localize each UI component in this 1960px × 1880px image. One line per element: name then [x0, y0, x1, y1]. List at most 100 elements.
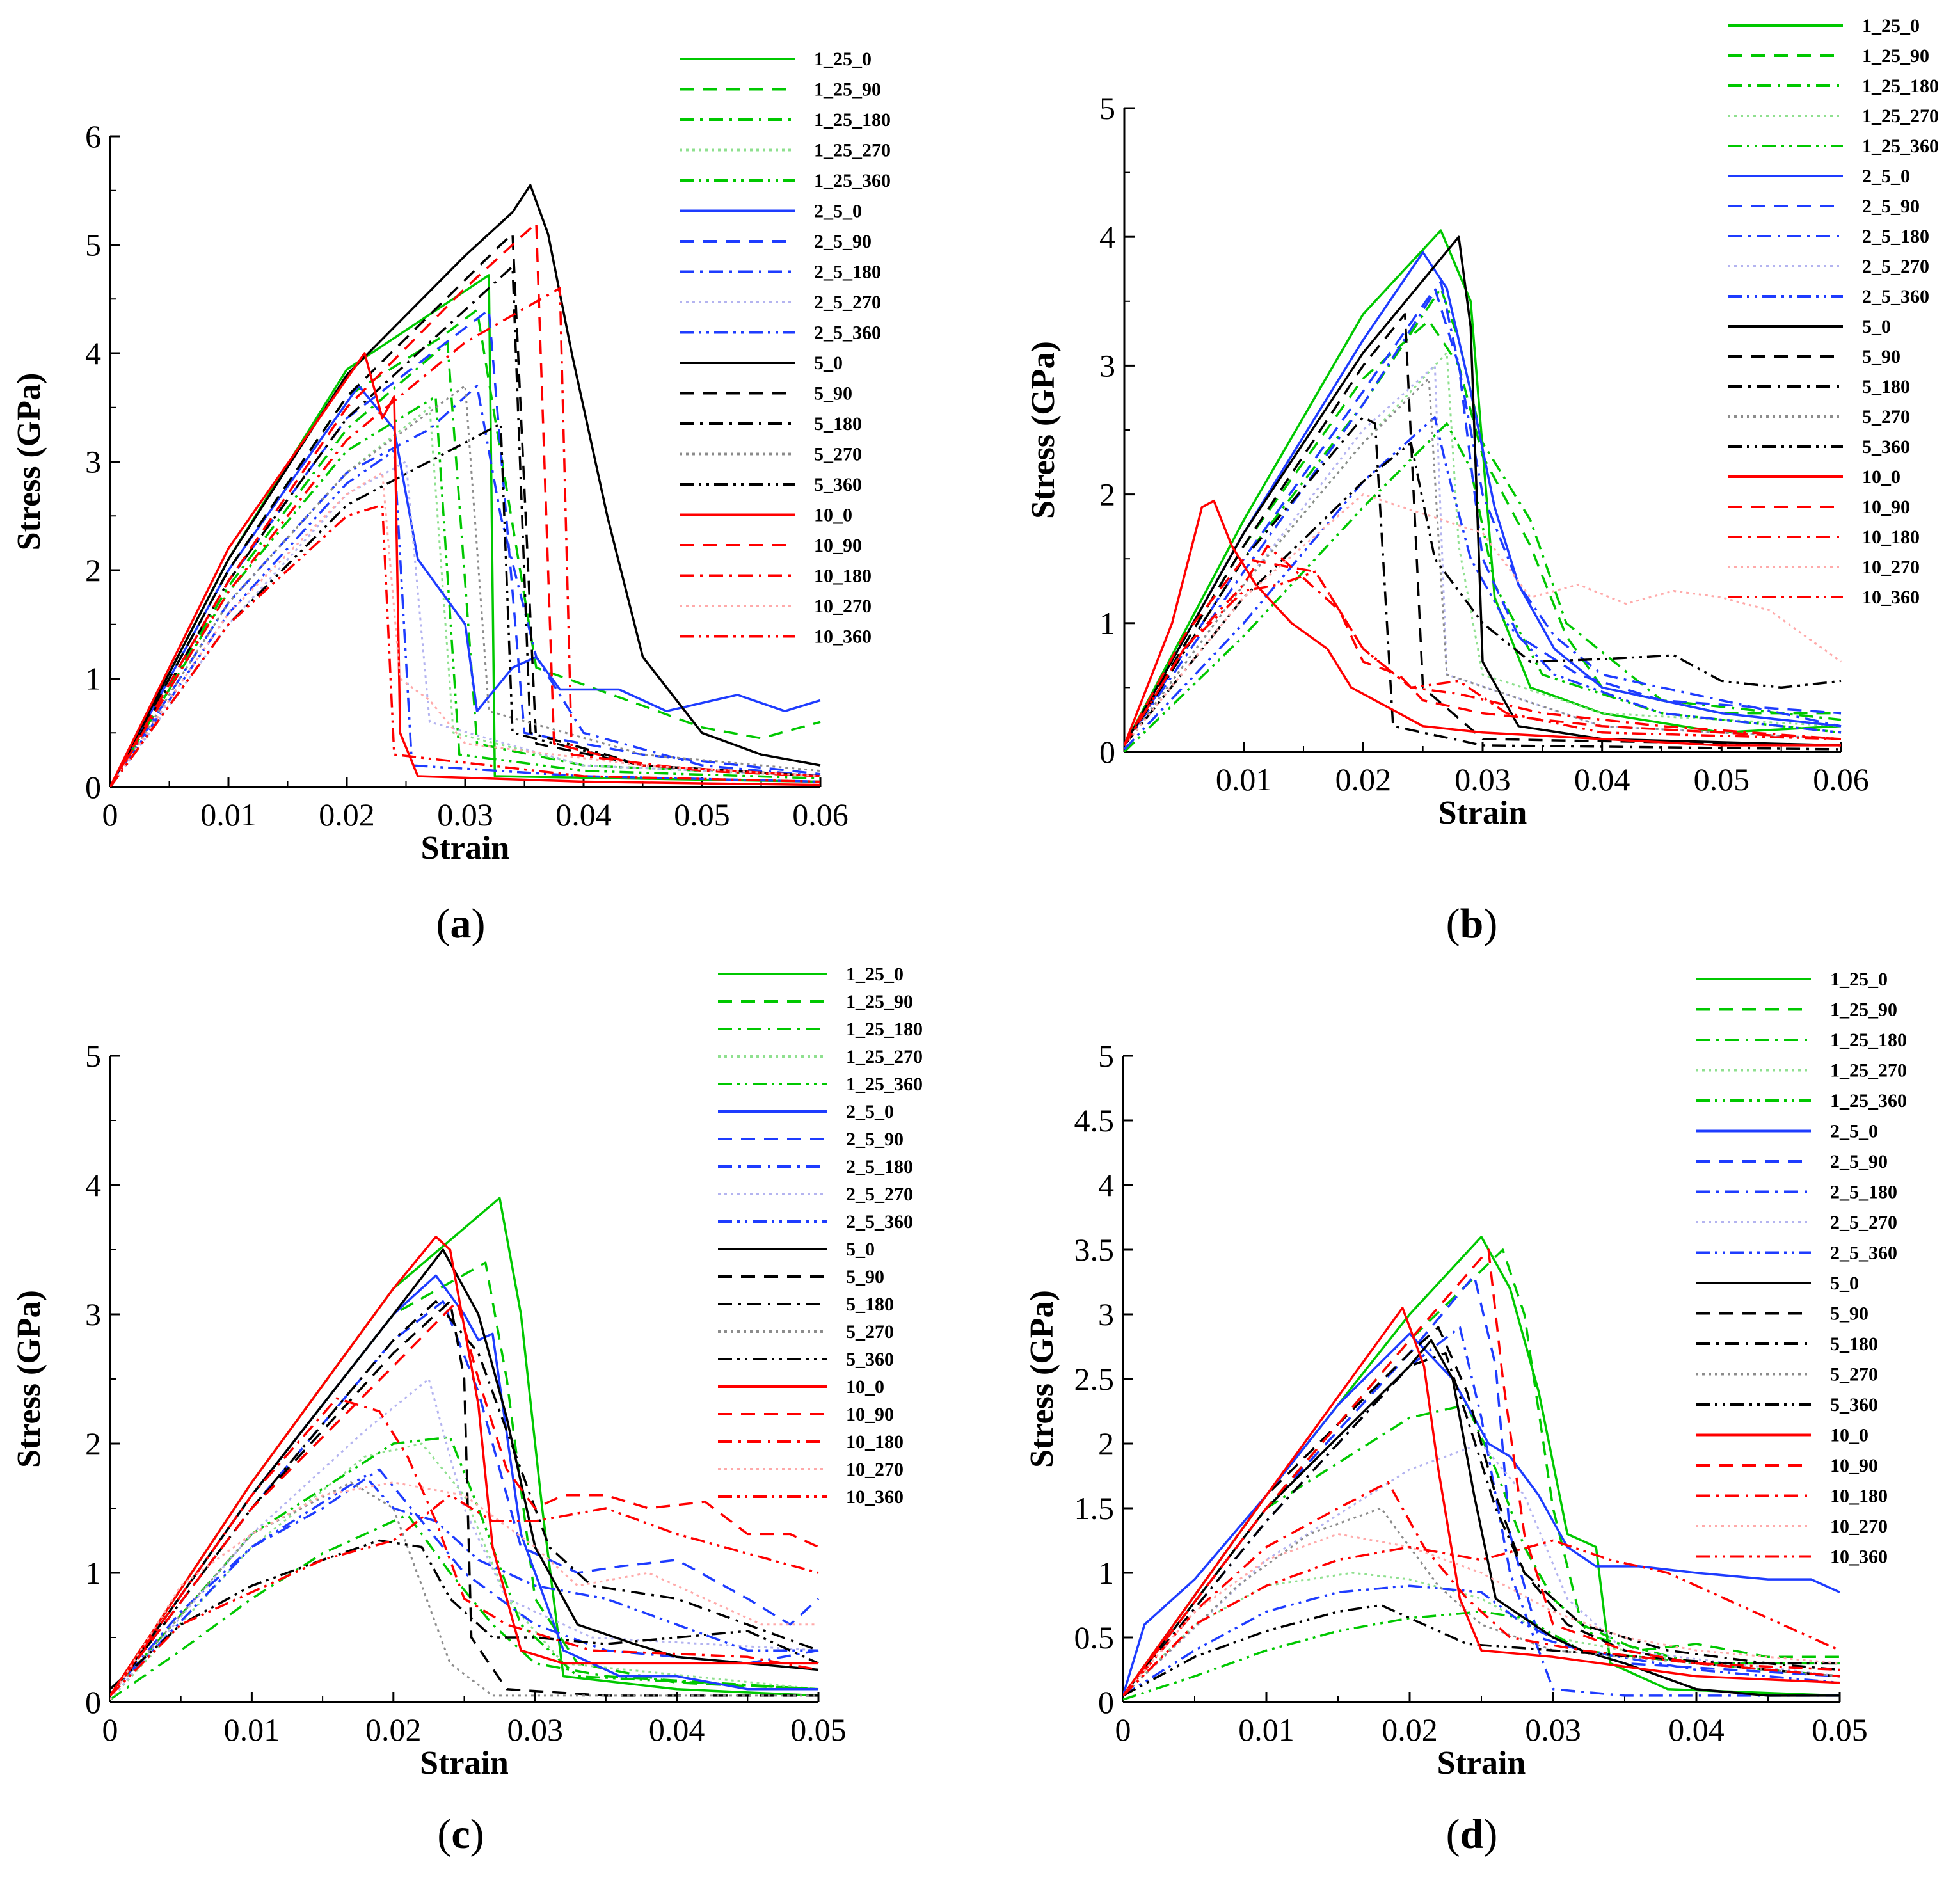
legend: 1_25_0 1_25_90 1_25_180 1_25_270 1_25_360 2_5… [1728, 15, 1939, 608]
y-tick-label: 0 [85, 769, 101, 805]
y-tick-label: 3 [1098, 1296, 1114, 1332]
legend-label: 10_360 [846, 1486, 904, 1508]
legend-label: 2_5_180 [846, 1156, 913, 1177]
y-tick-label: 1 [1099, 605, 1115, 641]
legend-label: 1_25_360 [846, 1074, 923, 1095]
legend-label: 2_5_180 [1862, 226, 1929, 247]
legend-label: 2_5_0 [814, 201, 862, 222]
legend-label: 1_25_270 [1862, 106, 1939, 127]
legend-label: 2_5_270 [1830, 1212, 1897, 1233]
panel-caption-letter: c [451, 1811, 470, 1858]
x-tick-label: 0.01 [1216, 761, 1272, 797]
legend-label: 2_5_0 [1862, 166, 1910, 187]
x-tick-label: 0.01 [200, 797, 257, 832]
panel-c: 0 1 2 3 4 5 0 0.01 0.02 0.03 0.04 0.05 Strain Stress … [11, 964, 923, 1858]
legend-label: 10_180 [1830, 1486, 1888, 1507]
legend-label: 5_0 [846, 1239, 875, 1260]
x-tick-label: 0 [102, 797, 118, 832]
legend-label: 2_5_270 [814, 292, 881, 313]
x-tick-label: 0.06 [792, 797, 849, 832]
y-tick-label: 2 [85, 552, 101, 588]
legend: 1_25_0 1_25_90 1_25_180 1_25_270 1_25_360 2_5… [718, 964, 923, 1508]
series-line-10_180 [110, 1397, 819, 1696]
x-axis-title: Strain [420, 1745, 509, 1781]
x-tick-label: 0.03 [507, 1712, 563, 1748]
y-tick-label: 3 [85, 444, 101, 480]
panel-b: 0 1 2 3 4 5 0.01 0.02 0.03 0.04 0.05 0.06 Strain Stre… [1025, 15, 1939, 947]
x-tick-label: 0.01 [1238, 1712, 1295, 1748]
legend-label: 5_90 [814, 383, 852, 404]
legend-label: 2_5_360 [1830, 1243, 1897, 1264]
legend-label: 1_25_90 [1830, 1000, 1897, 1021]
legend-label: 2_5_360 [846, 1211, 913, 1232]
series-line-5_0 [1124, 235, 1842, 747]
y-tick-label: 5 [85, 227, 101, 263]
y-tick-label: 4 [85, 335, 101, 371]
series-line-1_25_270 [110, 1442, 819, 1701]
legend-label: 1_25_180 [814, 109, 891, 131]
x-tick-label: 0.03 [1525, 1712, 1581, 1748]
series-line-1_25_360 [1123, 1610, 1840, 1701]
x-tick-label: 0 [1115, 1712, 1131, 1748]
x-tick-label: 0 [102, 1712, 118, 1748]
x-tick-label: 0.02 [319, 797, 375, 832]
legend-label: 2_5_90 [846, 1129, 904, 1150]
series-line-1_25_180 [1123, 1403, 1840, 1696]
legend-label: 1_25_270 [814, 140, 891, 161]
legend-label: 1_25_90 [1862, 45, 1929, 67]
legend: 1_25_0 1_25_90 1_25_180 1_25_270 1_25_360 2_5… [1696, 969, 1907, 1568]
legend-label: 10_270 [846, 1459, 904, 1480]
legend-label: 10_90 [1830, 1455, 1878, 1476]
series-line-10_360 [1124, 570, 1842, 746]
series-line-2_5_360 [1123, 1584, 1840, 1697]
series-line-5_270 [1124, 378, 1842, 746]
series-line-5_180 [1123, 1351, 1840, 1697]
x-axis-title: Strain [421, 830, 510, 866]
panel-caption-letter: a [450, 900, 472, 947]
y-tick-label: 2 [1098, 1426, 1114, 1462]
x-tick-label: 0.02 [1335, 761, 1392, 797]
x-tick-label: 0.05 [1812, 1712, 1868, 1748]
legend-label: 10_90 [1862, 497, 1910, 518]
legend-label: 10_270 [1830, 1516, 1888, 1537]
series-line-10_360 [110, 504, 821, 787]
legend-label: 10_0 [1830, 1425, 1868, 1446]
y-tick-label: 1.5 [1074, 1490, 1115, 1526]
series-line-5_90 [1123, 1326, 1840, 1696]
series-line-2_5_180 [110, 1468, 819, 1697]
series-line-5_0 [1123, 1339, 1840, 1697]
legend-label: 1_25_90 [846, 991, 913, 1012]
series-line-5_180 [110, 1300, 819, 1696]
legend-label: 5_270 [846, 1321, 894, 1342]
legend-label: 10_90 [846, 1404, 894, 1425]
legend-label: 5_180 [1830, 1334, 1878, 1355]
legend-label: 5_0 [814, 353, 843, 374]
legend-label: 5_270 [814, 444, 862, 465]
legend-label: 1_25_180 [1830, 1030, 1907, 1051]
series-line-2_5_270 [110, 461, 821, 787]
series-line-1_25_270 [1123, 1572, 1840, 1696]
legend-label: 5_180 [846, 1294, 894, 1315]
x-axis-title: Strain [1437, 1745, 1526, 1781]
legend-label: 2_5_0 [846, 1101, 894, 1122]
y-tick-label: 2.5 [1074, 1361, 1115, 1397]
series-line-10_0 [1124, 499, 1841, 747]
series-line-5_0 [110, 184, 821, 787]
legend-label: 5_0 [1830, 1273, 1859, 1294]
legend-label: 10_180 [1862, 527, 1920, 548]
legend-label: 2_5_180 [1830, 1182, 1897, 1203]
panel-caption: (c) [437, 1811, 484, 1858]
panel-caption-letter: b [1460, 900, 1484, 947]
y-tick-label: 4 [85, 1167, 101, 1203]
series-line-5_180 [1124, 416, 1842, 751]
series-line-2_5_90 [1124, 287, 1842, 746]
y-tick-label: 0 [85, 1684, 101, 1720]
legend-label: 10_180 [814, 566, 872, 587]
series-line-10_180 [1123, 1481, 1840, 1697]
legend-label: 10_0 [846, 1376, 884, 1398]
legend-label: 5_360 [1862, 436, 1910, 458]
series-line-1_25_90 [1123, 1248, 1840, 1696]
legend-label: 10_180 [846, 1431, 904, 1453]
x-axis-title: Strain [1438, 795, 1527, 831]
